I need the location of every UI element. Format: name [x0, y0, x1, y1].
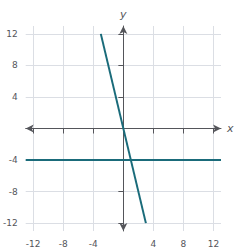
svg-text:-8: -8	[59, 239, 68, 248]
svg-text:-4: -4	[9, 155, 18, 165]
svg-text:12: 12	[208, 239, 219, 248]
svg-text:8: 8	[181, 239, 187, 248]
svg-text:-8: -8	[9, 187, 18, 197]
svg-text:-12: -12	[3, 218, 18, 228]
svg-text:8: 8	[12, 60, 18, 70]
svg-text:-4: -4	[89, 239, 98, 248]
svg-text:y: y	[119, 8, 127, 21]
svg-text:x: x	[226, 122, 234, 135]
svg-text:-12: -12	[26, 239, 41, 248]
svg-text:12: 12	[6, 29, 17, 39]
svg-text:4: 4	[151, 239, 157, 248]
svg-text:4: 4	[12, 92, 18, 102]
